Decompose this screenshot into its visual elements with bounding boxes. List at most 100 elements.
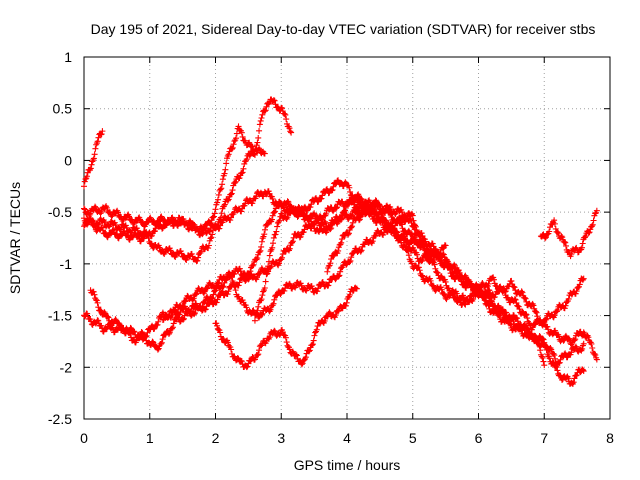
data-point bbox=[266, 334, 273, 341]
data-point bbox=[166, 329, 173, 336]
data-point bbox=[158, 339, 165, 346]
data-point bbox=[296, 234, 303, 241]
data-point bbox=[174, 219, 181, 226]
data-point bbox=[239, 133, 246, 140]
data-point bbox=[429, 240, 436, 247]
data-point bbox=[230, 141, 237, 148]
data-point bbox=[258, 243, 265, 250]
data-point bbox=[504, 317, 511, 324]
data-point bbox=[245, 276, 252, 283]
data-point bbox=[293, 352, 300, 359]
data-point bbox=[499, 308, 506, 315]
data-point bbox=[289, 206, 296, 213]
data-point bbox=[250, 261, 257, 268]
grid-lines bbox=[84, 57, 610, 419]
data-point bbox=[349, 223, 356, 230]
data-point bbox=[576, 281, 583, 288]
data-point bbox=[258, 265, 265, 272]
data-point bbox=[572, 290, 579, 297]
data-point bbox=[543, 315, 550, 322]
data-point bbox=[347, 257, 354, 264]
data-point bbox=[266, 252, 273, 259]
data-point bbox=[519, 308, 526, 315]
data-point bbox=[251, 317, 258, 324]
data-point bbox=[419, 272, 426, 279]
data-point bbox=[130, 328, 137, 335]
data-point bbox=[405, 252, 412, 259]
data-point bbox=[341, 208, 348, 215]
data-point bbox=[231, 282, 238, 289]
data-point bbox=[189, 220, 196, 227]
data-point bbox=[229, 187, 236, 194]
chart-title: Day 195 of 2021, Sidereal Day-to-day VTE… bbox=[91, 21, 596, 37]
data-point bbox=[530, 302, 537, 309]
data-point bbox=[420, 241, 427, 248]
data-point bbox=[255, 303, 262, 310]
data-point bbox=[270, 300, 277, 307]
data-point bbox=[171, 306, 178, 313]
data-point bbox=[94, 138, 101, 145]
data-point bbox=[582, 233, 589, 240]
data-point bbox=[231, 283, 238, 290]
data-point bbox=[209, 231, 216, 238]
data-point bbox=[562, 302, 569, 309]
data-point bbox=[546, 355, 553, 362]
data-point bbox=[224, 339, 231, 346]
data-point bbox=[103, 204, 110, 211]
data-point bbox=[415, 264, 422, 271]
data-point bbox=[258, 296, 265, 303]
data-point bbox=[335, 273, 342, 280]
data-point bbox=[256, 248, 263, 255]
data-point bbox=[345, 231, 352, 238]
data-point bbox=[321, 317, 328, 324]
data-point bbox=[236, 175, 243, 182]
data-point bbox=[572, 343, 579, 350]
data-point bbox=[193, 290, 200, 297]
data-point bbox=[557, 356, 564, 363]
data-point bbox=[265, 258, 272, 265]
data-point bbox=[532, 308, 539, 315]
data-point bbox=[570, 379, 577, 386]
data-point bbox=[372, 232, 379, 239]
data-point bbox=[228, 190, 235, 197]
data-point bbox=[305, 348, 312, 355]
data-point bbox=[588, 340, 595, 347]
data-point bbox=[181, 298, 188, 305]
data-point bbox=[585, 334, 592, 341]
data-point bbox=[255, 351, 262, 358]
data-point bbox=[336, 272, 343, 279]
data-point bbox=[158, 340, 165, 347]
data-point bbox=[116, 321, 123, 328]
data-point bbox=[97, 307, 104, 314]
data-point bbox=[297, 233, 304, 240]
data-point bbox=[310, 337, 317, 344]
data-point bbox=[212, 284, 219, 291]
data-point bbox=[127, 330, 134, 337]
data-point bbox=[311, 212, 318, 219]
data-point bbox=[90, 288, 97, 295]
data-point bbox=[510, 318, 517, 325]
data-point bbox=[107, 230, 114, 237]
data-point bbox=[190, 295, 197, 302]
data-point bbox=[349, 211, 356, 218]
data-point bbox=[143, 332, 150, 339]
data-point bbox=[253, 193, 260, 200]
data-point bbox=[542, 235, 549, 242]
data-point bbox=[565, 295, 572, 302]
data-point bbox=[573, 288, 580, 295]
series-trace-11 bbox=[537, 207, 600, 260]
data-point bbox=[501, 288, 508, 295]
data-point bbox=[257, 269, 264, 276]
data-point bbox=[550, 350, 557, 357]
data-point bbox=[561, 305, 568, 312]
series-trace-10 bbox=[324, 197, 449, 275]
data-point bbox=[551, 217, 558, 224]
data-point bbox=[256, 121, 263, 128]
data-point bbox=[323, 210, 330, 217]
data-point bbox=[235, 123, 242, 130]
data-point bbox=[219, 284, 226, 291]
data-point bbox=[198, 305, 205, 312]
data-point bbox=[524, 315, 531, 322]
data-point bbox=[394, 216, 401, 223]
series-trace-8 bbox=[212, 284, 360, 371]
